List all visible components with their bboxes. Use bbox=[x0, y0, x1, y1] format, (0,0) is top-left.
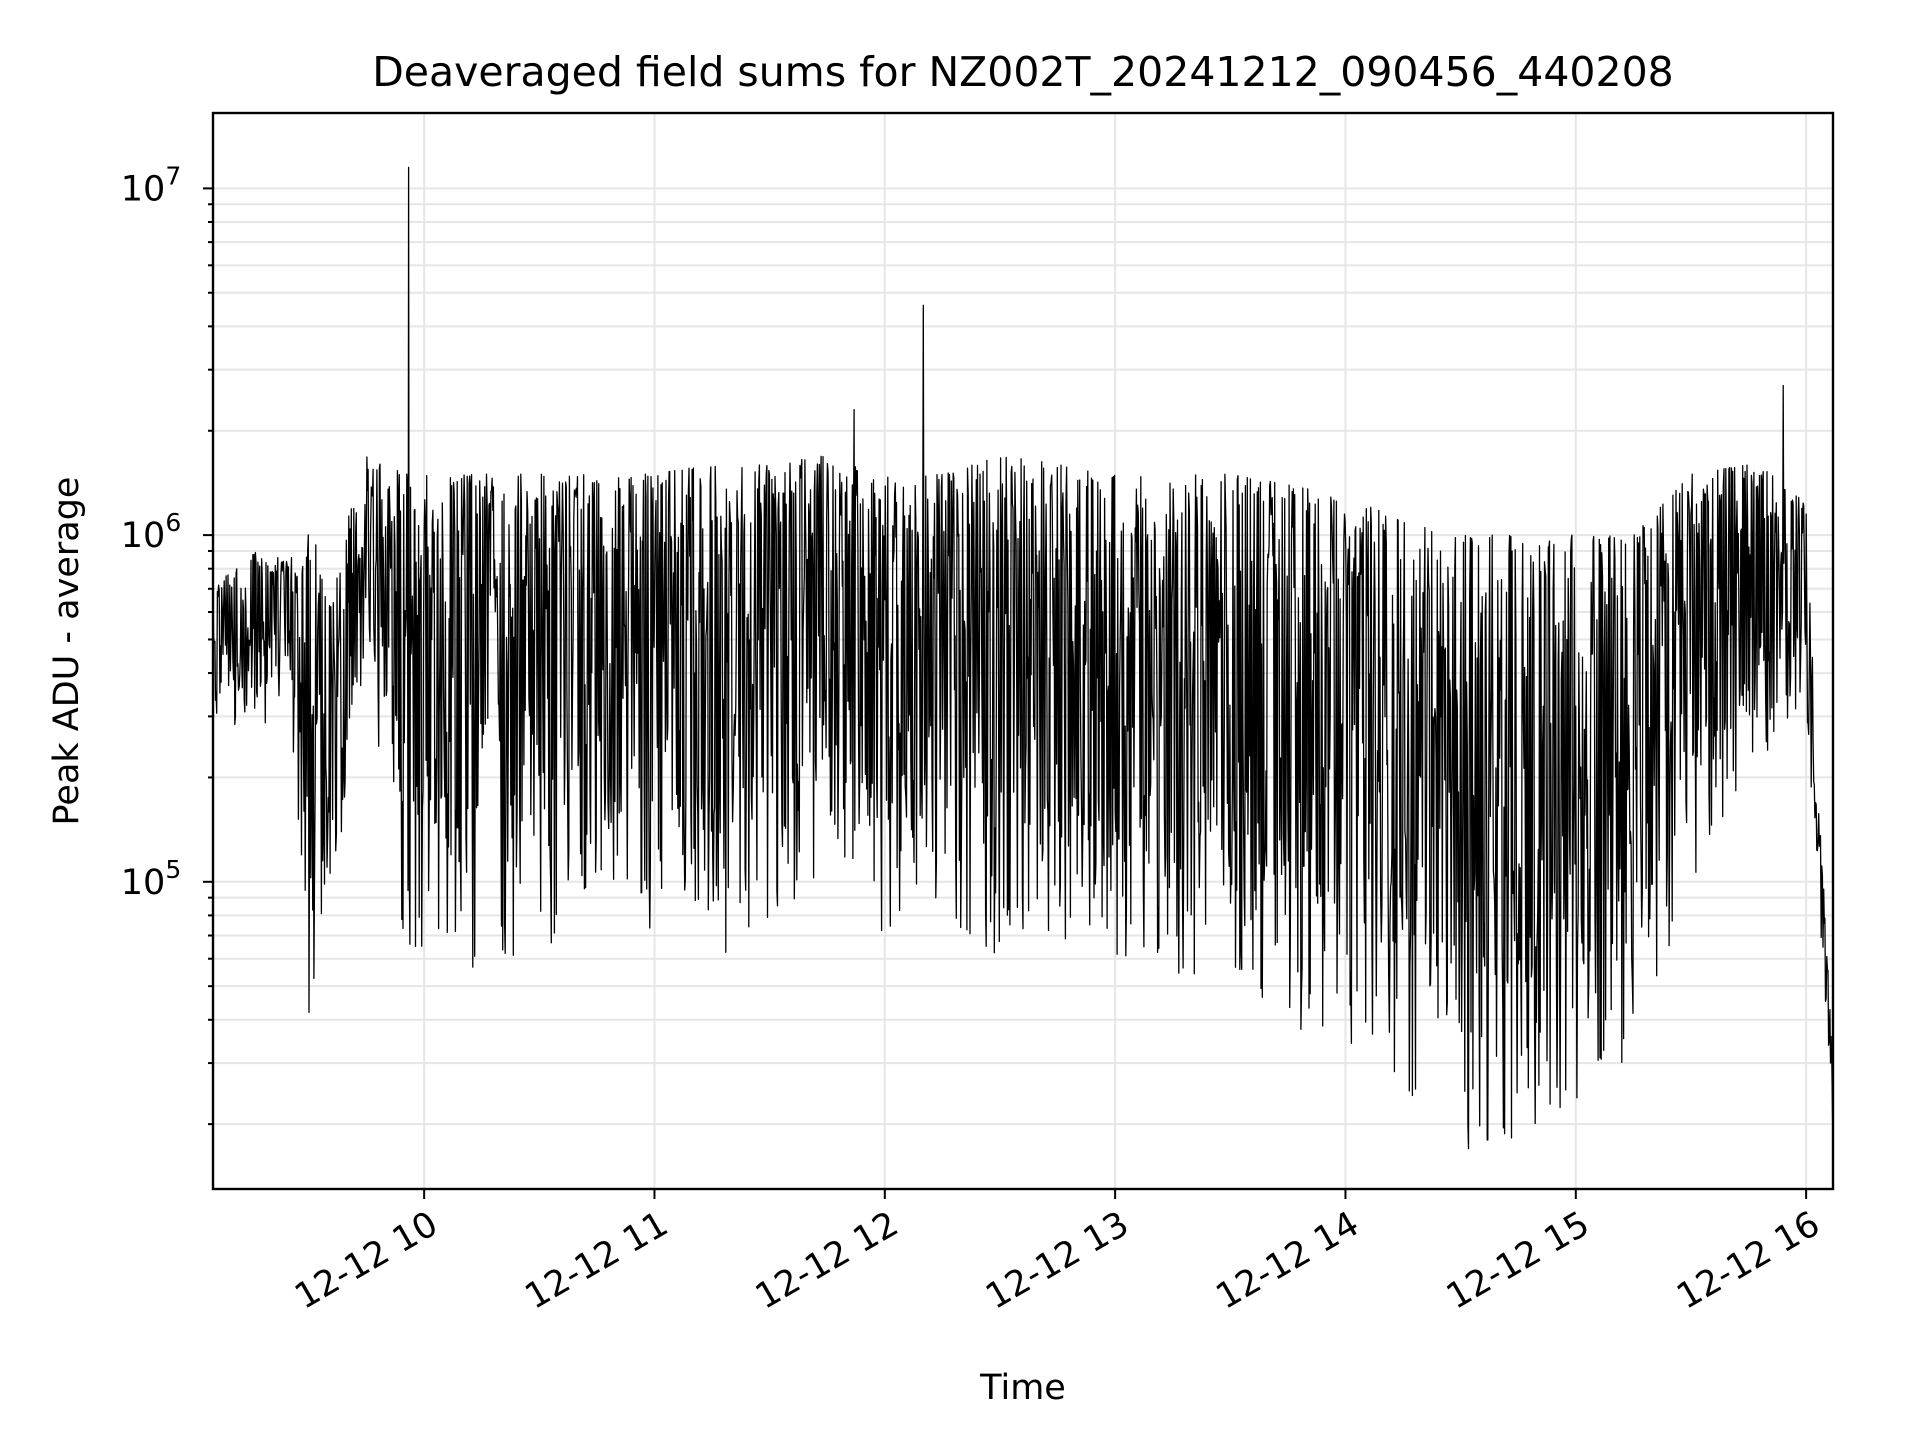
series-line bbox=[212, 166, 1834, 1150]
plot-frame bbox=[211, 111, 1835, 1191]
y-axis-label: Peak ADU - average bbox=[47, 477, 87, 826]
y-tick-label: 107 bbox=[121, 161, 181, 209]
chart-title: Deaveraged field sums for NZ002T_2024121… bbox=[372, 48, 1674, 96]
y-tick-label: 106 bbox=[121, 508, 181, 556]
x-axis-label: Time bbox=[979, 1368, 1066, 1408]
series-layer bbox=[212, 166, 1834, 1150]
y-tick-label: 105 bbox=[121, 855, 181, 903]
